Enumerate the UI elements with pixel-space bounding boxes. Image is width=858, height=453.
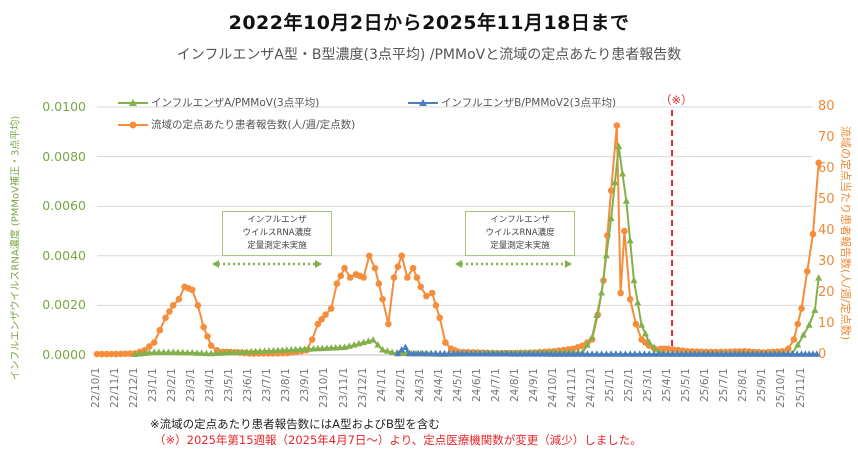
x-tick-label: 22/10/1 <box>90 367 102 409</box>
x-tick-label: 23/12/1 <box>356 367 369 409</box>
right-tick: 0 <box>818 347 827 362</box>
left-tick: 0.0040 <box>42 247 86 263</box>
box1-line2: ウイルスRNA濃度 <box>242 228 312 238</box>
not-measured-box-2: インフルエンザ ウイルスRNA濃度 定量測定未実施 <box>465 211 575 256</box>
right-tick: 50 <box>818 192 835 207</box>
right-tick: 30 <box>818 254 835 269</box>
chart-title: 2022年10月2日から2025年11月18日まで <box>228 12 630 34</box>
x-tick-label: 23/3/1 <box>185 368 198 402</box>
x-tick-label: 24/1/1 <box>375 368 388 402</box>
x-tick-label: 24/10/1 <box>546 367 559 409</box>
left-tick: 0.0020 <box>42 297 86 313</box>
x-tick-label: 24/5/1 <box>451 368 464 402</box>
legend-item-b: インフルエンザB/PMMoV2(3点平均) <box>408 95 616 110</box>
x-tick-label: 25/2/1 <box>623 368 636 402</box>
x-tick-label: 25/4/1 <box>661 368 674 402</box>
right-tick: 70 <box>818 130 835 145</box>
circle-marker-icon <box>118 121 148 129</box>
x-tick-label: 22/12/1 <box>128 367 141 409</box>
right-tick: 60 <box>818 161 835 176</box>
x-tick-label: 23/1/1 <box>147 368 160 402</box>
x-tick-label: 25/6/1 <box>699 368 712 402</box>
box2-line1: インフルエンザ <box>490 215 550 225</box>
x-tick-label: 24/12/1 <box>585 367 598 409</box>
x-tick-label: 23/5/1 <box>223 368 236 402</box>
legend-item-patients: 流域の定点あたり患者報告数(人/週/定点数) <box>118 117 355 132</box>
right-tick: 80 <box>818 99 835 114</box>
left-tick: 0.0100 <box>42 99 86 114</box>
x-tick-label: 24/3/1 <box>413 368 426 402</box>
box1-line3: 定量測定未実施 <box>247 241 307 251</box>
chart-subtitle: インフルエンザA型・B型濃度(3点平均) /PMMoVと流域の定点あたり患者報告… <box>176 47 682 63</box>
x-tick-label: 24/8/1 <box>508 368 521 402</box>
x-tick-label: 23/11/1 <box>337 367 350 409</box>
left-tick: 0.0060 <box>42 198 86 214</box>
x-tick-label: 24/2/1 <box>394 368 407 402</box>
x-tick-label: 24/7/1 <box>489 368 502 402</box>
left-tick: 0.0000 <box>42 347 86 362</box>
x-tick-label: 23/6/1 <box>242 368 255 402</box>
x-tick-label: 24/4/1 <box>432 368 445 402</box>
right-tick: 40 <box>818 223 835 238</box>
x-tick-label: 23/10/1 <box>318 367 331 409</box>
x-tick-label: 25/8/1 <box>737 368 750 402</box>
footnote-2: （※）2025年第15週報（2025年4月7日～）より、定点医療機関数が変更（減… <box>154 433 642 447</box>
legend-patients-label: 流域の定点あたり患者報告数(人/週/定点数) <box>151 119 356 131</box>
x-tick-label: 25/9/1 <box>756 368 769 402</box>
x-tick-label: 24/6/1 <box>470 368 483 402</box>
x-tick-label: 23/8/1 <box>280 368 293 402</box>
x-tick-label: 25/11/1 <box>794 367 807 409</box>
triangle-marker-icon <box>118 99 148 106</box>
x-tick-label: 23/4/1 <box>204 368 217 402</box>
legend-b-label: インフルエンザB/PMMoV2(3点平均) <box>441 97 617 109</box>
footnote-1: ※流域の定点あたり患者報告数にはA型およびB型を含む <box>150 417 440 431</box>
right-tick: 10 <box>818 316 835 331</box>
x-tick-label: 25/5/1 <box>680 368 693 402</box>
legend-a-label: インフルエンザA/PMMoV(3点平均) <box>151 97 320 109</box>
x-tick-label: 23/2/1 <box>166 368 179 402</box>
x-tick-label: 25/7/1 <box>718 368 731 402</box>
right-tick: 20 <box>818 285 835 300</box>
box2-line2: ウイルスRNA濃度 <box>485 228 555 238</box>
x-tick-label: 25/3/1 <box>642 368 655 402</box>
x-tick-label: 24/9/1 <box>527 368 540 402</box>
x-tick-label: 23/7/1 <box>261 368 274 402</box>
box2-line3: 定量測定未実施 <box>490 241 550 251</box>
box1-line1: インフルエンザ <box>247 215 307 225</box>
change-marker-label: （※） <box>660 93 693 107</box>
x-tick-label: 24/11/1 <box>566 367 579 409</box>
x-tick-label: 23/9/1 <box>299 368 312 402</box>
x-tick-label: 22/11/1 <box>109 367 122 409</box>
legend-item-a: インフルエンザA/PMMoV(3点平均) <box>118 95 319 110</box>
triangle-marker-icon <box>408 99 438 106</box>
x-tick-label: 25/1/1 <box>604 368 617 402</box>
left-tick: 0.0080 <box>42 148 86 164</box>
not-measured-box-1: インフルエンザ ウイルスRNA濃度 定量測定未実施 <box>222 211 332 256</box>
x-tick-label: 25/10/1 <box>775 367 788 409</box>
